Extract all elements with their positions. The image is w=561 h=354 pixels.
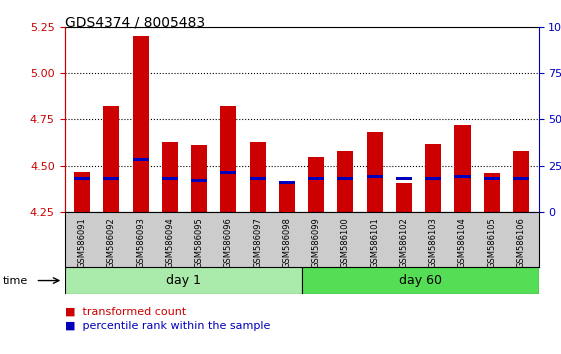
Text: GSM586103: GSM586103 (429, 217, 438, 268)
Text: GSM586091: GSM586091 (77, 217, 86, 268)
Bar (279, 181, 295, 212)
Bar (220, 171, 236, 174)
Text: GSM586097: GSM586097 (253, 217, 262, 268)
Bar (454, 125, 471, 212)
Bar (132, 36, 149, 212)
Text: GSM586105: GSM586105 (488, 217, 496, 268)
Text: GSM586098: GSM586098 (282, 217, 291, 268)
Text: ■  percentile rank within the sample: ■ percentile rank within the sample (65, 321, 270, 331)
Text: GSM586102: GSM586102 (399, 217, 408, 268)
Bar (132, 158, 149, 161)
Bar (454, 175, 471, 178)
Bar (74, 172, 90, 212)
Bar (308, 177, 324, 180)
Bar (425, 177, 442, 180)
Bar (103, 177, 119, 180)
Text: GSM586100: GSM586100 (341, 217, 350, 268)
Bar (279, 181, 295, 184)
Text: GSM586099: GSM586099 (312, 217, 321, 268)
Text: GDS4374 / 8005483: GDS4374 / 8005483 (65, 16, 205, 30)
Text: ■  transformed count: ■ transformed count (65, 307, 186, 316)
Bar (484, 173, 500, 212)
Bar (220, 107, 236, 212)
Text: day 1: day 1 (165, 274, 200, 287)
Text: GSM586106: GSM586106 (517, 217, 526, 268)
Bar (367, 175, 383, 178)
Bar (250, 177, 266, 180)
Text: GSM586095: GSM586095 (195, 217, 204, 268)
Bar (191, 145, 207, 212)
Bar (513, 151, 529, 212)
Bar (250, 142, 266, 212)
Bar (425, 144, 442, 212)
Bar (301, 267, 539, 294)
Bar (65, 267, 301, 294)
Text: GSM586096: GSM586096 (224, 217, 233, 268)
Text: GSM586094: GSM586094 (165, 217, 174, 268)
Text: GSM586093: GSM586093 (136, 217, 145, 268)
Bar (396, 177, 412, 180)
Bar (367, 132, 383, 212)
Text: time: time (3, 275, 28, 286)
Bar (337, 151, 353, 212)
Bar (162, 177, 178, 180)
Text: day 60: day 60 (398, 274, 442, 287)
Bar (337, 177, 353, 180)
Bar (74, 177, 90, 180)
Bar (484, 177, 500, 180)
Bar (103, 107, 119, 212)
Bar (162, 142, 178, 212)
Bar (191, 179, 207, 182)
Text: GSM586092: GSM586092 (107, 217, 116, 268)
Bar (308, 156, 324, 212)
Text: GSM586104: GSM586104 (458, 217, 467, 268)
Text: GSM586101: GSM586101 (370, 217, 379, 268)
Bar (513, 177, 529, 180)
Bar (396, 183, 412, 212)
